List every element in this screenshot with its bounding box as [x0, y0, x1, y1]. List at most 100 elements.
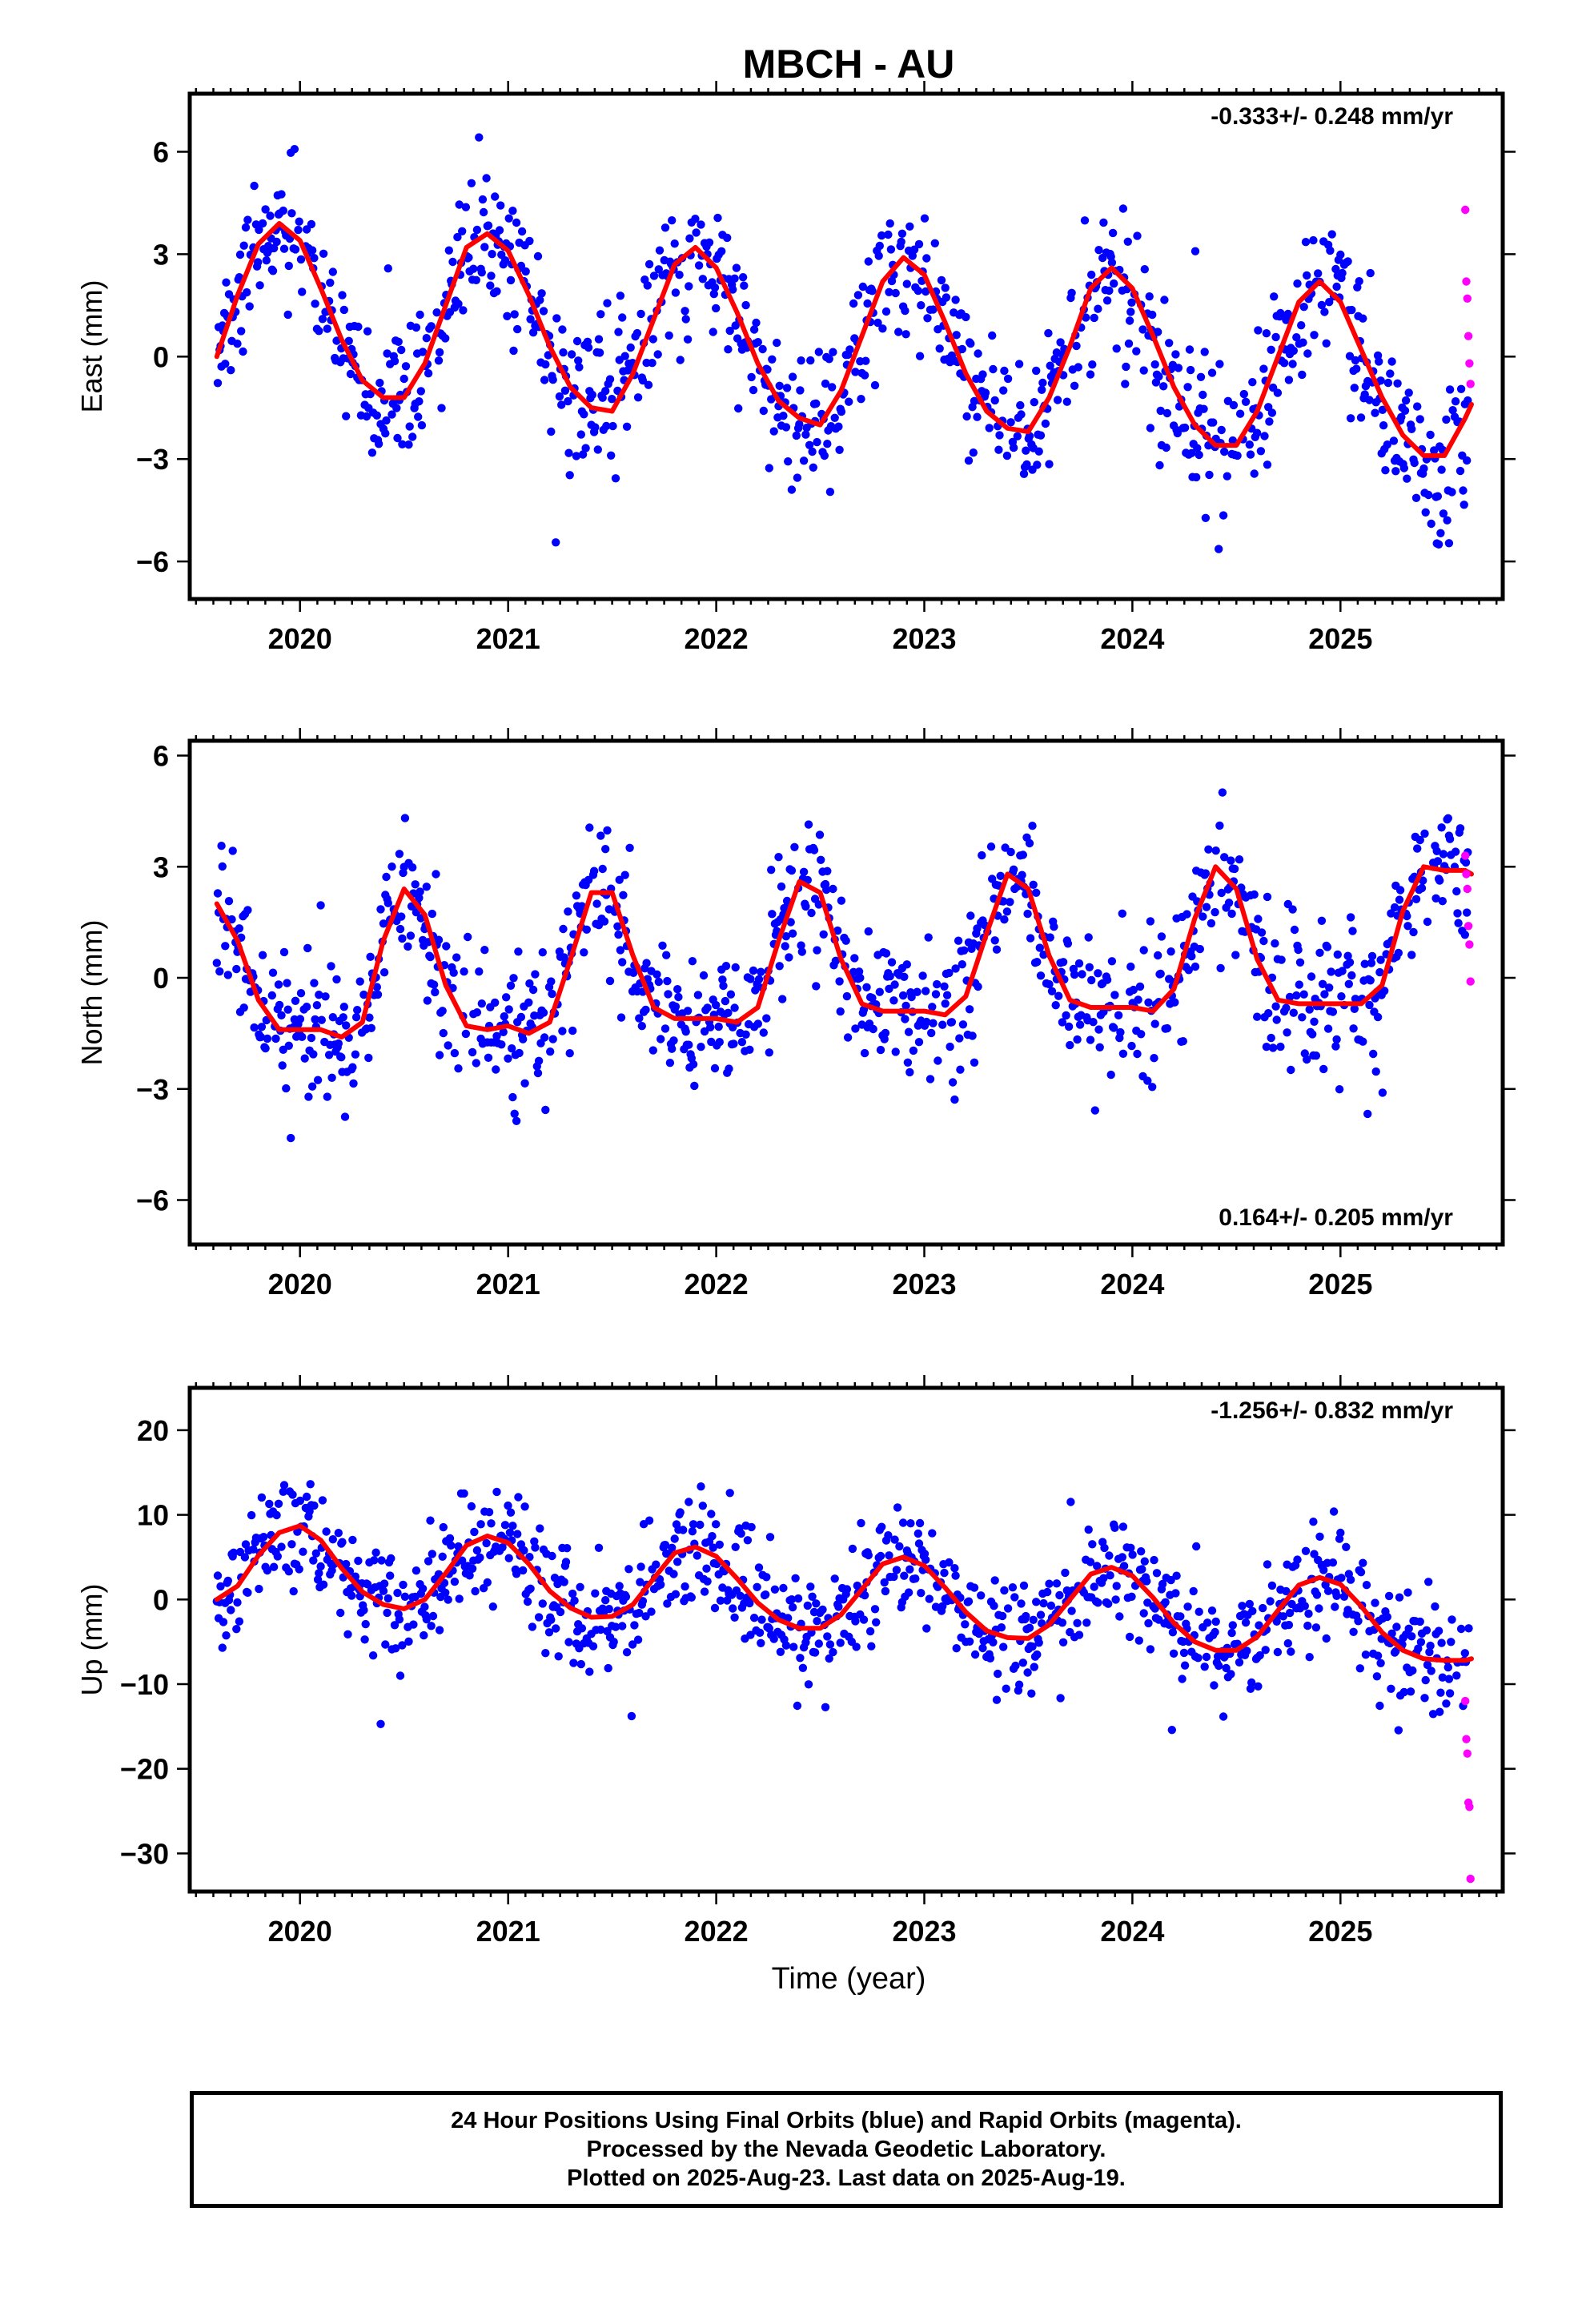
final-orbit-point — [741, 1030, 750, 1039]
final-orbit-point — [884, 230, 893, 239]
final-orbit-point — [1087, 975, 1096, 985]
final-orbit-point — [1347, 971, 1356, 980]
final-orbit-point — [690, 1081, 699, 1091]
final-orbit-point — [359, 1606, 368, 1614]
final-orbit-point — [1328, 1558, 1338, 1567]
final-orbit-point — [277, 1011, 286, 1020]
final-orbit-point — [506, 275, 516, 285]
final-orbit-point — [1420, 1694, 1429, 1703]
model-fit-line-up — [214, 1523, 1474, 1663]
final-orbit-point — [565, 1049, 574, 1058]
final-orbit-point — [689, 1520, 698, 1529]
final-orbit-point — [850, 954, 859, 963]
final-orbit-point — [615, 875, 624, 884]
final-orbit-point — [299, 1547, 307, 1556]
final-orbit-point — [1344, 979, 1354, 989]
final-orbit-point — [1019, 469, 1029, 478]
final-orbit-point — [604, 1605, 613, 1614]
final-orbit-point — [801, 902, 810, 911]
final-orbit-point — [216, 1582, 225, 1591]
final-orbit-point — [1403, 1588, 1412, 1597]
final-orbit-point — [823, 440, 832, 448]
final-orbit-point — [431, 987, 440, 997]
final-orbit-point — [644, 259, 654, 269]
final-orbit-point — [786, 918, 795, 927]
final-orbit-point — [831, 956, 841, 966]
final-orbit-point — [875, 987, 885, 996]
final-orbit-point — [594, 1543, 604, 1553]
final-orbit-point — [1028, 1642, 1037, 1651]
final-orbit-point — [1047, 987, 1057, 996]
final-orbit-point — [1189, 1586, 1198, 1596]
final-orbit-point — [813, 1617, 821, 1626]
final-orbit-point — [250, 1023, 259, 1032]
final-orbit-point — [738, 273, 748, 282]
final-orbit-point — [383, 264, 392, 273]
final-orbit-point — [1309, 1518, 1318, 1526]
final-orbit-point — [508, 1522, 517, 1530]
final-orbit-point — [1143, 1076, 1152, 1085]
final-orbit-point — [1352, 364, 1361, 373]
final-orbit-point — [428, 1611, 438, 1621]
final-orbit-point — [945, 968, 954, 978]
final-orbit-point — [1038, 385, 1046, 394]
final-orbit-point — [417, 420, 427, 430]
final-orbit-point — [784, 457, 793, 466]
final-orbit-point — [351, 1013, 361, 1022]
final-orbit-point — [683, 335, 693, 344]
final-orbit-point — [362, 412, 371, 421]
final-orbit-point — [455, 1594, 464, 1603]
final-orbit-point — [990, 396, 999, 405]
final-orbit-point — [1126, 308, 1135, 316]
final-orbit-point — [1447, 1638, 1456, 1647]
final-orbit-point — [526, 315, 535, 324]
final-orbit-point — [757, 1615, 766, 1624]
final-orbit-point — [1359, 314, 1367, 323]
final-orbit-point — [1187, 951, 1196, 961]
final-orbit-point — [955, 1034, 964, 1043]
final-orbit-point — [665, 331, 673, 340]
final-orbit-point — [1027, 1689, 1036, 1698]
final-orbit-point — [1186, 365, 1195, 375]
final-orbit-point — [328, 267, 337, 276]
final-orbit-point — [243, 906, 252, 915]
x-ticks-north — [195, 728, 1498, 1257]
final-orbit-point — [1207, 368, 1217, 377]
final-orbit-point — [820, 451, 829, 460]
final-orbit-point — [958, 960, 967, 969]
final-orbit-point — [693, 1551, 701, 1560]
final-orbit-point — [1383, 378, 1393, 388]
final-orbit-point — [962, 312, 970, 322]
final-orbits-points-east — [213, 133, 1472, 553]
final-orbit-point — [1184, 966, 1194, 975]
final-orbit-point — [1172, 1571, 1181, 1580]
final-orbit-point — [716, 1596, 725, 1605]
final-orbit-point — [337, 1053, 346, 1062]
final-orbit-point — [1354, 1617, 1363, 1626]
final-orbit-point — [472, 275, 480, 284]
final-orbit-point — [853, 291, 863, 300]
final-orbit-point — [539, 1008, 548, 1017]
final-orbit-point — [391, 1644, 400, 1653]
final-orbit-point — [1148, 1083, 1157, 1092]
final-orbit-point — [1391, 1647, 1400, 1656]
final-orbit-point — [1323, 943, 1332, 951]
final-orbit-point — [889, 996, 898, 1005]
x-tick-label: 2025 — [1308, 1268, 1372, 1301]
final-orbit-point — [719, 981, 728, 991]
final-orbit-point — [1036, 1610, 1046, 1619]
final-orbit-point — [585, 1667, 594, 1676]
final-orbit-point — [559, 924, 568, 934]
final-orbit-point — [788, 1602, 797, 1612]
final-orbit-point — [239, 347, 247, 356]
final-orbit-point — [845, 397, 853, 406]
final-orbit-point — [327, 1566, 336, 1575]
final-orbit-point — [1022, 460, 1031, 469]
final-orbit-point — [268, 968, 278, 977]
y-tick-label: 6 — [153, 740, 169, 773]
final-orbit-point — [470, 1527, 479, 1537]
final-orbit-point — [861, 356, 870, 365]
final-orbit-point — [508, 207, 517, 215]
rapid-orbit-point — [1465, 1803, 1474, 1811]
final-orbit-point — [1427, 519, 1435, 529]
